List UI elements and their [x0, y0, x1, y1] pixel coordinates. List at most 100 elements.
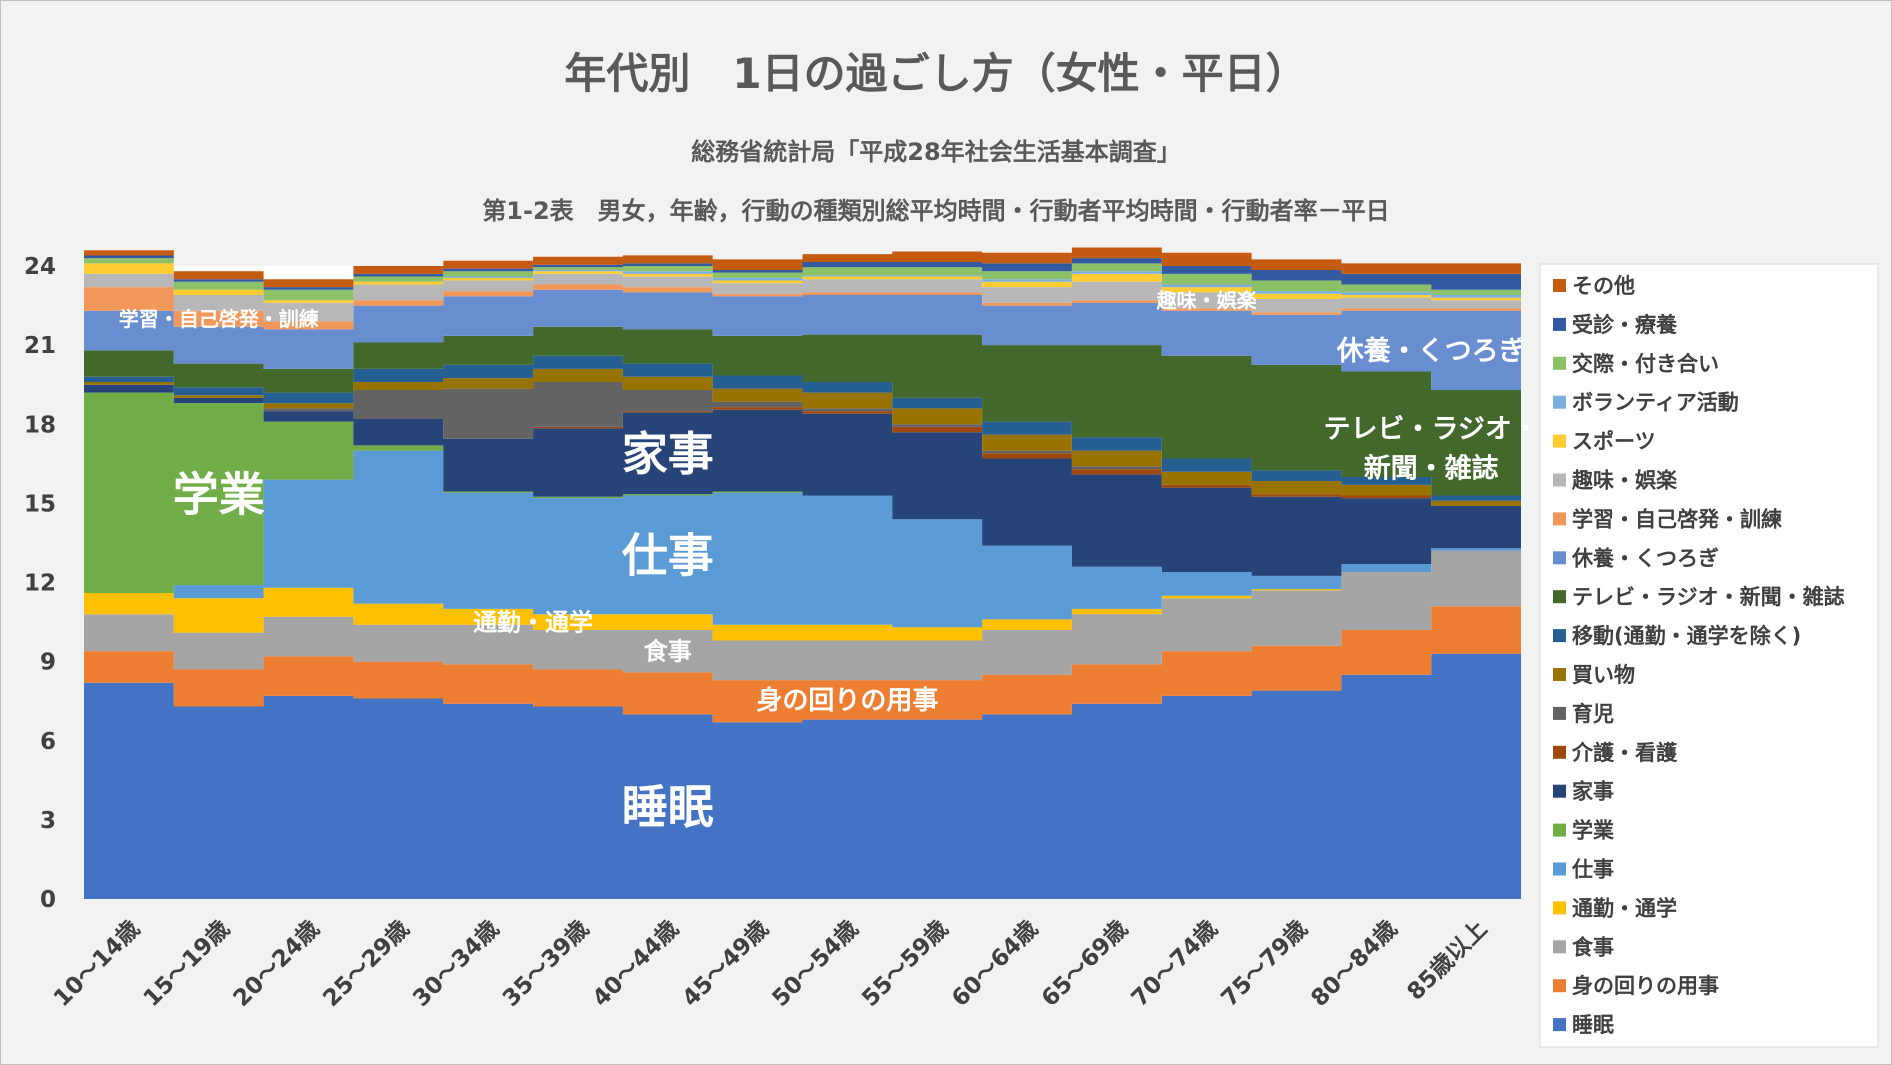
area-その他 — [84, 247, 1521, 288]
x-tick-label: 50～54歳 — [767, 916, 863, 1012]
legend-swatch — [1553, 784, 1566, 798]
legend-label: 食事 — [1572, 935, 1614, 959]
chart-title: 年代別 1日の過ごし方（女性・平日） — [564, 49, 1307, 98]
legend-label: 介護・看護 — [1571, 741, 1678, 765]
legend-label: 仕事 — [1571, 858, 1614, 882]
legend-label: 交際・付き合い — [1572, 352, 1719, 376]
legend-label: 学業 — [1572, 819, 1615, 843]
legend-label: 移動(通勤・通学を除く) — [1572, 624, 1801, 648]
x-tick-label: 20～24歳 — [229, 916, 325, 1012]
legend-swatch — [1553, 279, 1566, 292]
area-買い物 — [84, 368, 1521, 506]
area-通勤・通学 — [84, 550, 1521, 641]
y-tick-label: 12 — [24, 571, 56, 597]
area-移動通勤・通学を除く — [84, 355, 1521, 501]
legend-swatch — [1553, 590, 1566, 604]
y-axis: 0 3 6 9 12 15 18 21 24 — [24, 254, 56, 913]
legend-label: 受診・療養 — [1572, 313, 1678, 337]
legend-label: 睡眠 — [1572, 1013, 1614, 1037]
area-label: 食事 — [644, 638, 692, 666]
area-label: 通勤・通学 — [473, 609, 593, 637]
area-label: 睡眠 — [622, 780, 714, 834]
legend-label: ボランティア活動 — [1572, 391, 1739, 415]
x-tick-label: 25～29歳 — [318, 916, 414, 1012]
area-label: 休養・くつろぎ — [1336, 335, 1526, 367]
area-食事 — [84, 550, 1521, 681]
x-tick-label: 40～44歳 — [588, 916, 684, 1012]
y-tick-label: 6 — [40, 729, 56, 755]
legend-swatch — [1553, 745, 1566, 759]
y-tick-label: 24 — [24, 254, 56, 280]
x-axis: 10～14歳15～19歳20～24歳25～29歳30～34歳35～39歳40～4… — [49, 916, 1492, 1012]
y-tick-label: 0 — [40, 887, 56, 913]
x-tick-label: 15～19歳 — [139, 916, 235, 1012]
x-tick-label: 45～49歳 — [678, 916, 774, 1012]
legend-swatch — [1553, 862, 1566, 876]
area-テレビ・ラジオ・新聞・雑誌 — [84, 326, 1521, 496]
legend-box — [1539, 263, 1879, 1048]
legend-swatch — [1553, 473, 1566, 487]
y-tick-label: 9 — [40, 650, 56, 676]
area-スポーツ — [84, 263, 1521, 303]
x-tick-label: 80～84歳 — [1306, 916, 1402, 1012]
x-tick-label: 60～64歳 — [947, 916, 1043, 1012]
legend-swatch — [1553, 317, 1566, 331]
y-tick-label: 3 — [40, 808, 56, 834]
y-tick-label: 15 — [24, 491, 56, 517]
area-休養・くつろぎ — [84, 289, 1521, 390]
area-睡眠 — [84, 653, 1521, 899]
area-label: 学習・自己啓発・訓練 — [119, 307, 319, 331]
legend-label: 身の回りの用事 — [1572, 974, 1719, 998]
area-育児 — [84, 382, 1521, 506]
area-家事 — [84, 384, 1521, 576]
legend: その他受診・療養交際・付き合いボランティア活動スポーツ趣味・娯楽学習・自己啓発・… — [1539, 263, 1879, 1048]
x-tick-label: 30～34歳 — [408, 916, 504, 1012]
x-tick-label: 75～79歳 — [1217, 916, 1313, 1012]
legend-label: テレビ・ラジオ・新聞・雑誌 — [1572, 585, 1845, 609]
legend-swatch — [1553, 1018, 1566, 1032]
area-label: 家事 — [622, 427, 714, 481]
legend-label: 趣味・娯楽 — [1571, 469, 1678, 493]
legend-swatch — [1553, 512, 1566, 526]
area-受診・療養 — [84, 255, 1521, 290]
area-仕事 — [84, 450, 1521, 628]
x-tick-label: 85歳以上 — [1403, 916, 1493, 1006]
x-tick-label: 55～59歳 — [857, 916, 953, 1012]
legend-swatch — [1553, 551, 1566, 565]
chart-subtitle: 総務省統計局「平成28年社会生活基本調査」 — [691, 138, 1180, 166]
plot-area — [84, 247, 1521, 899]
legend-swatch — [1553, 706, 1566, 720]
chart-table-caption: 第1-2表 男女，年齢，行動の種類別総平均時間・行動者平均時間・行動者率－平日 — [482, 197, 1389, 225]
x-tick-label: 35～39歳 — [498, 916, 594, 1012]
legend-label: 買い物 — [1572, 663, 1635, 687]
legend-swatch — [1553, 901, 1566, 915]
legend-swatch — [1553, 979, 1566, 993]
x-tick-label: 10～14歳 — [49, 916, 145, 1012]
legend-label: スポーツ — [1572, 430, 1656, 454]
area-身の回りの用事 — [84, 606, 1521, 723]
legend-swatch — [1553, 356, 1566, 370]
legend-swatch — [1553, 629, 1566, 643]
area-label: 新聞・雑誌 — [1364, 452, 1499, 484]
legend-swatch — [1553, 823, 1566, 837]
area-ボランティア活動 — [84, 263, 1521, 301]
legend-swatch — [1553, 434, 1566, 448]
legend-label: 育児 — [1572, 702, 1614, 726]
legend-swatch — [1553, 668, 1566, 681]
x-tick-label: 70～74歳 — [1127, 916, 1223, 1012]
area-label: テレビ・ラジオ・ — [1323, 414, 1538, 445]
area-label: 身の回りの用事 — [756, 685, 938, 716]
legend-label: その他 — [1572, 274, 1635, 298]
area-label: 仕事 — [622, 528, 714, 582]
legend-label: 通勤・通学 — [1572, 896, 1677, 920]
legend-label: 学習・自己啓発・訓練 — [1572, 507, 1782, 531]
x-tick-label: 65～69歳 — [1037, 916, 1133, 1012]
area-趣味・娯楽 — [84, 273, 1521, 322]
legend-swatch — [1553, 395, 1566, 409]
legend-label: 休養・くつろぎ — [1571, 546, 1719, 570]
y-tick-label: 21 — [24, 333, 56, 359]
legend-label: 家事 — [1572, 780, 1614, 804]
legend-swatch — [1553, 940, 1566, 954]
